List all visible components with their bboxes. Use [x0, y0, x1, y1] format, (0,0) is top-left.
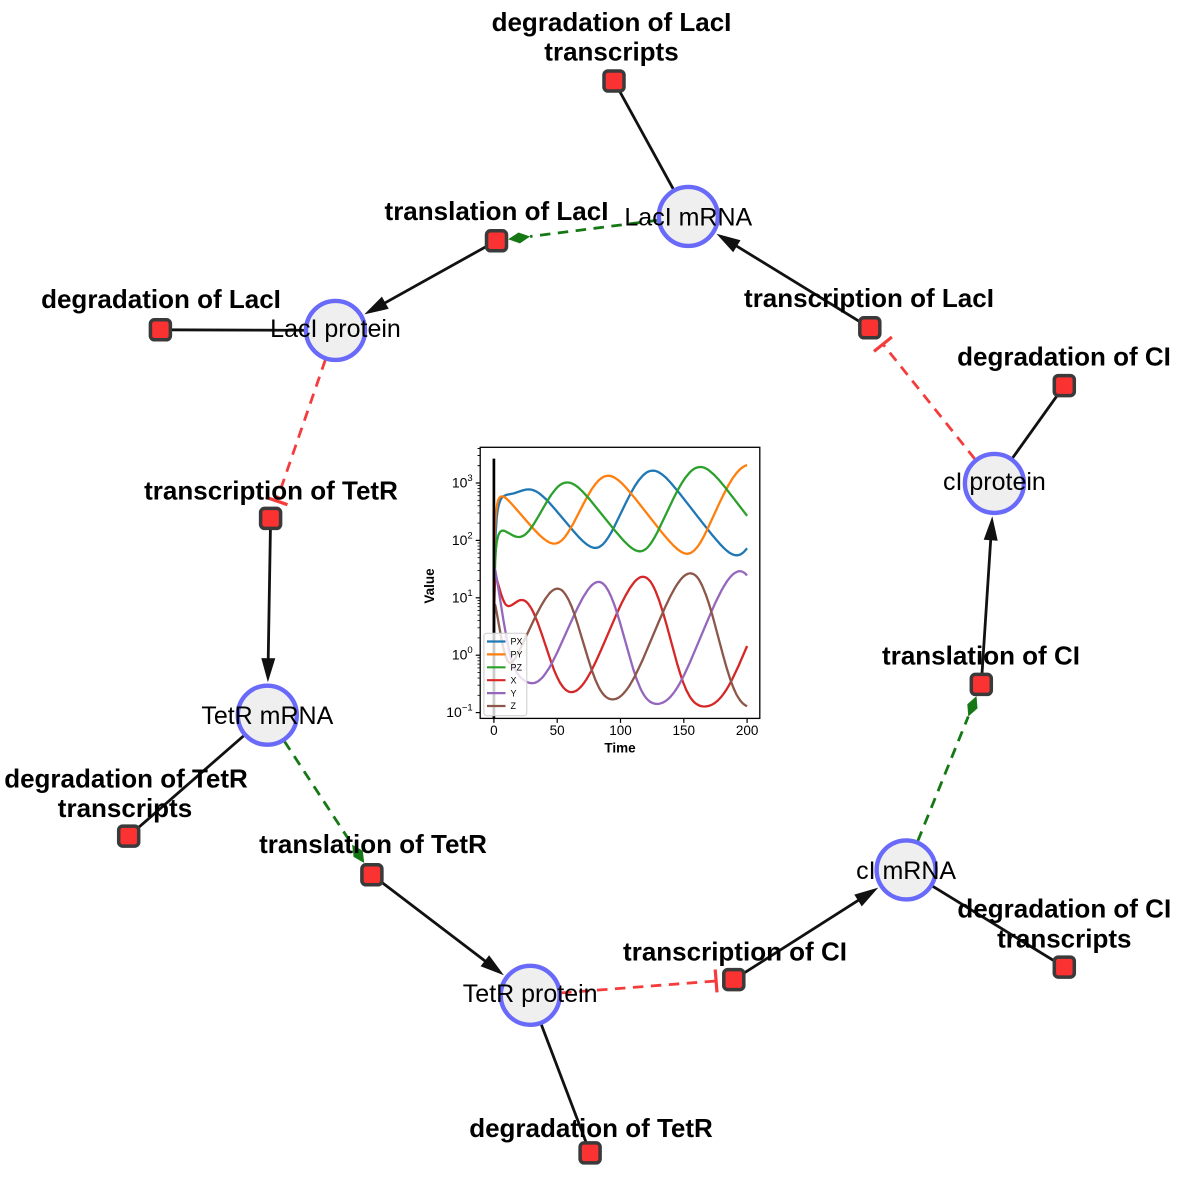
svg-text:PY: PY [511, 650, 523, 660]
svg-text:degradation of CI: degradation of CI [957, 894, 1171, 924]
svg-text:LacI protein: LacI protein [270, 315, 401, 343]
svg-text:PX: PX [511, 637, 523, 647]
svg-text:Z: Z [511, 701, 517, 711]
svg-text:transcripts: transcripts [997, 923, 1131, 953]
svg-text:transcripts: transcripts [544, 37, 678, 67]
svg-text:0: 0 [490, 723, 498, 738]
svg-text:200: 200 [736, 723, 759, 738]
svg-text:degradation of TetR: degradation of TetR [4, 764, 248, 794]
svg-text:translation of LacI: translation of LacI [385, 196, 609, 226]
svg-text:transcripts: transcripts [58, 793, 192, 823]
svg-text:PZ: PZ [511, 663, 523, 673]
svg-text:X: X [511, 675, 517, 685]
svg-text:100: 100 [609, 723, 632, 738]
svg-text:Time: Time [604, 741, 636, 756]
svg-text:degradation of TetR: degradation of TetR [469, 1113, 713, 1143]
svg-text:transcription of TetR: transcription of TetR [144, 476, 398, 506]
svg-text:50: 50 [550, 723, 565, 738]
svg-text:150: 150 [673, 723, 696, 738]
svg-text:translation of TetR: translation of TetR [259, 829, 487, 859]
svg-text:cI protein: cI protein [943, 468, 1046, 496]
svg-text:TetR mRNA: TetR mRNA [201, 702, 333, 730]
svg-text:transcription of LacI: transcription of LacI [744, 283, 994, 313]
svg-text:cI mRNA: cI mRNA [856, 857, 956, 885]
svg-text:translation of CI: translation of CI [882, 641, 1080, 671]
svg-text:Value: Value [422, 568, 437, 604]
svg-text:TetR protein: TetR protein [463, 980, 598, 1008]
svg-text:transcription of CI: transcription of CI [623, 937, 847, 967]
svg-text:Y: Y [511, 688, 517, 698]
svg-text:degradation of LacI: degradation of LacI [41, 284, 281, 314]
svg-text:degradation of CI: degradation of CI [957, 342, 1171, 372]
svg-text:degradation of LacI: degradation of LacI [492, 7, 732, 37]
svg-text:LacI mRNA: LacI mRNA [624, 203, 752, 231]
